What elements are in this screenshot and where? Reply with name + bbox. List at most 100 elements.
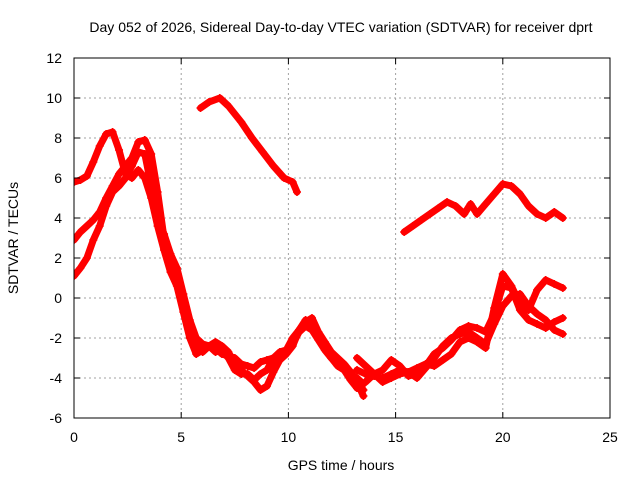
chart-title: Day 052 of 2026, Sidereal Day-to-day VTE…	[89, 19, 592, 35]
data-point	[490, 320, 499, 328]
data-point	[460, 210, 469, 218]
data-point	[250, 364, 259, 372]
data-point	[425, 210, 434, 218]
data-point	[443, 198, 452, 206]
data-point	[172, 268, 181, 276]
data-point	[353, 354, 362, 362]
data-point	[262, 356, 271, 364]
data-point	[134, 138, 143, 146]
data-point	[269, 368, 278, 376]
data-point	[498, 270, 507, 278]
data-point	[438, 356, 447, 364]
series-trace-4	[196, 94, 301, 196]
x-tick-label: 15	[388, 429, 404, 445]
data-point	[89, 216, 98, 224]
data-point	[288, 178, 297, 186]
data-point	[533, 320, 542, 328]
y-axis-label: SDTVAR / TECUs	[5, 182, 21, 294]
data-point	[533, 286, 542, 294]
data-point	[481, 340, 490, 348]
data-point	[524, 302, 533, 310]
data-point	[192, 350, 201, 358]
data-point	[256, 358, 265, 366]
data-point	[205, 342, 214, 350]
data-point	[121, 174, 130, 182]
data-point	[558, 330, 567, 338]
data-point	[320, 338, 329, 346]
data-point	[490, 190, 499, 198]
data-point	[340, 360, 349, 368]
data-point	[524, 316, 533, 324]
data-point	[282, 350, 291, 358]
data-point	[256, 386, 265, 394]
data-point	[215, 94, 224, 102]
data-point	[108, 182, 117, 190]
x-tick-label: 0	[70, 429, 78, 445]
data-point	[243, 362, 252, 370]
y-tick-label: 0	[54, 290, 62, 306]
data-series	[74, 94, 567, 400]
data-point	[127, 154, 136, 162]
data-point	[89, 236, 98, 244]
data-point	[95, 208, 104, 216]
data-point	[353, 366, 362, 374]
data-point	[82, 222, 91, 230]
data-point	[269, 162, 278, 170]
data-point	[134, 166, 143, 174]
data-point	[404, 368, 413, 376]
x-tick-label: 25	[602, 429, 618, 445]
data-point	[353, 384, 362, 392]
data-point	[515, 300, 524, 308]
data-point	[76, 176, 85, 184]
data-point	[74, 178, 78, 186]
data-point	[533, 310, 542, 318]
data-point	[333, 354, 342, 362]
series-trace-7	[353, 290, 567, 386]
data-point	[211, 338, 220, 346]
data-point	[438, 342, 447, 350]
data-point	[421, 364, 430, 372]
data-point	[473, 324, 482, 332]
series-band	[74, 136, 367, 400]
data-point	[262, 382, 271, 390]
data-point	[515, 190, 524, 198]
data-point	[550, 280, 559, 288]
data-point	[115, 170, 124, 178]
data-point	[121, 162, 130, 170]
data-point	[76, 228, 85, 236]
data-point	[301, 318, 310, 326]
y-tick-label: 2	[54, 250, 62, 266]
plot-frame	[73, 57, 611, 419]
data-point	[451, 202, 460, 210]
data-point	[95, 222, 104, 230]
data-point	[102, 194, 111, 202]
data-point	[217, 342, 226, 350]
data-point	[455, 338, 464, 346]
data-point	[237, 118, 246, 126]
data-point	[224, 102, 233, 110]
data-point	[359, 392, 368, 400]
y-tick-label: 8	[54, 130, 62, 146]
data-point	[481, 200, 490, 208]
x-axis-label: GPS time / hours	[288, 457, 395, 473]
data-point	[108, 128, 117, 136]
y-tick-label: 4	[54, 210, 62, 226]
data-point	[361, 370, 370, 378]
data-point	[473, 334, 482, 342]
data-point	[179, 298, 188, 306]
data-point	[82, 254, 91, 262]
data-point	[115, 146, 124, 154]
series-trace-3	[74, 136, 368, 400]
data-point	[243, 372, 252, 380]
data-point	[507, 292, 516, 300]
y-tick-label: -6	[50, 410, 63, 426]
data-point	[74, 272, 78, 280]
data-point	[413, 364, 422, 372]
data-point	[498, 180, 507, 188]
series-band	[74, 148, 367, 388]
data-point	[247, 134, 256, 142]
data-point	[550, 326, 559, 334]
data-point	[295, 326, 304, 334]
y-tick-labels: -6 -4 -2 0 2 4 6 8 10 12	[46, 50, 62, 426]
